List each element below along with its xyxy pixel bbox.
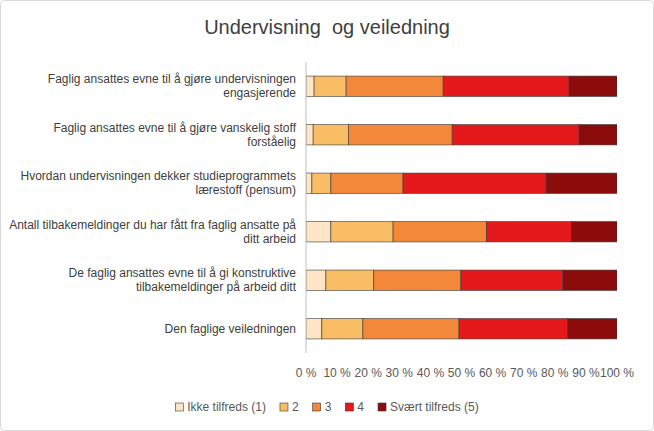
bar-segment <box>346 76 443 96</box>
bar-segment <box>306 319 322 339</box>
bar-segment <box>313 125 348 145</box>
x-tick-label: 10 % <box>323 366 351 380</box>
x-tick-label: 20 % <box>355 366 383 380</box>
bar-segment <box>452 125 579 145</box>
x-tick-label: 80 % <box>541 366 569 380</box>
bar-segment <box>546 173 617 193</box>
x-tick-label: 40 % <box>417 366 445 380</box>
bar-segment <box>461 270 563 290</box>
bar-segment <box>569 76 617 96</box>
bar-segment <box>568 319 617 339</box>
bar-segment <box>403 173 546 193</box>
x-tick-label: 70 % <box>510 366 538 380</box>
category-label: Faglig ansattes evne til å gjøre undervi… <box>6 62 296 111</box>
category-label: Faglig ansattes evne til å gjøre vanskel… <box>6 111 296 160</box>
x-tick-label: 30 % <box>386 366 414 380</box>
x-tick-label: 100 % <box>600 366 634 380</box>
bar-segment <box>363 319 459 339</box>
category-axis <box>306 62 307 353</box>
bar-segment <box>348 125 452 145</box>
category-label: Den faglige veiledningen <box>6 305 296 354</box>
legend-swatch <box>175 403 183 411</box>
bar-segment <box>443 76 569 96</box>
category-label: De faglig ansattes evne til å gi konstru… <box>6 256 296 305</box>
chart-title: Undervisning og veiledning <box>204 16 450 38</box>
chart-container: Undervisning og veiledning 0 % 10 % 20 %30 … <box>0 0 654 431</box>
bar-segment <box>306 173 312 193</box>
bar-segment <box>331 222 393 242</box>
bar-segment <box>314 76 346 96</box>
legend-swatch <box>313 403 321 411</box>
category-label: Hvordan undervisningen dekker studieprog… <box>6 159 296 208</box>
bar-segment <box>312 173 331 193</box>
bar-segment <box>306 76 314 96</box>
chart-frame <box>1 1 654 431</box>
legend-label: 3 <box>325 400 332 414</box>
legend-label: Svært tilfreds (5) <box>390 400 479 414</box>
x-tick-label: 60 % <box>479 366 507 380</box>
bar-segment <box>326 270 374 290</box>
bar-segment <box>331 173 403 193</box>
legend-label: 2 <box>292 400 299 414</box>
bar-segment <box>306 270 326 290</box>
bars <box>306 76 617 339</box>
bar-segment <box>571 222 617 242</box>
legend-swatch <box>378 403 386 411</box>
bar-segment <box>306 222 331 242</box>
legend: Ikke tilfreds (1) 2 3 4 Svært tilfreds (5) <box>175 400 478 414</box>
bar-segment <box>579 125 617 145</box>
bar-segment <box>486 222 571 242</box>
legend-label: 4 <box>357 400 364 414</box>
bar-segment <box>393 222 486 242</box>
x-tick-label: 0 % <box>296 366 317 380</box>
bar-segment <box>322 319 363 339</box>
bar-segment <box>459 319 568 339</box>
chart-svg: Undervisning og veiledning 0 % 10 % 20 %30 … <box>0 0 654 431</box>
legend-swatch <box>280 403 288 411</box>
category-label: Antall tilbakemeldinger du har fått fra … <box>6 208 296 257</box>
legend-swatch <box>345 403 353 411</box>
x-tick-label: 50 % <box>448 366 476 380</box>
bar-segment <box>306 125 313 145</box>
bar-segment <box>563 270 617 290</box>
bar-segment <box>374 270 461 290</box>
x-tick-label: 90 % <box>572 366 600 380</box>
legend-label: Ikke tilfreds (1) <box>187 400 266 414</box>
